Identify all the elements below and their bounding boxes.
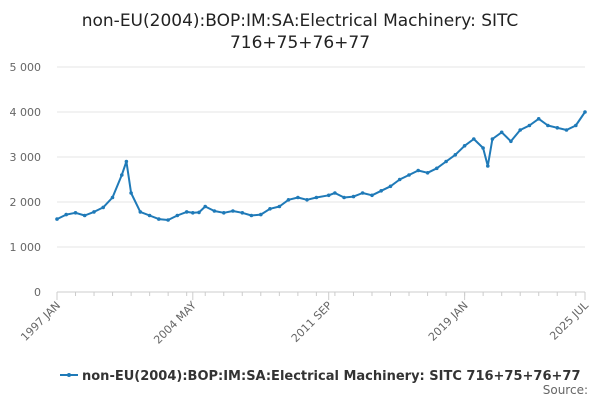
data-point [416, 168, 421, 173]
data-point [305, 198, 309, 202]
data-point [574, 123, 578, 128]
y-tick-label: 1 000 [10, 241, 42, 254]
data-point [101, 205, 105, 210]
x-tick-label: 2025 JUL [547, 298, 591, 342]
data-point [326, 193, 331, 198]
data-point [249, 213, 254, 218]
data-point [527, 123, 532, 128]
data-point [472, 137, 476, 141]
data-point [314, 195, 319, 200]
data-point [546, 123, 550, 128]
series-line [56, 111, 586, 221]
data-point [555, 126, 560, 130]
data-point [212, 209, 217, 213]
data-point [82, 213, 87, 218]
axes: 0 1 000 2 000 3 000 4 000 5 000 1997 JAN 2004 M… [10, 61, 592, 347]
data-point [240, 211, 245, 215]
data-point [481, 146, 485, 150]
data-point [197, 210, 201, 215]
data-point [370, 193, 374, 198]
data-point [564, 128, 569, 132]
data-point [536, 117, 541, 121]
data-point [379, 189, 384, 193]
data-point [462, 144, 467, 148]
data-point [268, 207, 272, 211]
data-point [407, 173, 411, 177]
data-point [490, 137, 495, 141]
data-point [388, 184, 393, 189]
y-tick-label: 4 000 [10, 106, 42, 119]
data-point [277, 204, 282, 209]
data-point [222, 211, 226, 215]
data-point [203, 204, 207, 209]
data-point [486, 164, 490, 168]
data-point [583, 110, 587, 114]
data-point [175, 213, 180, 218]
grid-lines [57, 66, 585, 248]
data-point [444, 159, 448, 164]
data-point [191, 211, 195, 215]
data-point [435, 166, 439, 171]
data-point [333, 191, 337, 195]
legend[interactable]: non-EU(2004):BOP:IM:SA:Electrical Machin… [60, 369, 581, 384]
data-point [92, 210, 96, 214]
data-point [129, 191, 133, 195]
data-point [499, 130, 504, 135]
data-point [397, 177, 402, 182]
y-tick-label: 2 000 [10, 196, 42, 209]
legend-label: non-EU(2004):BOP:IM:SA:Electrical Machin… [82, 369, 581, 384]
data-point [124, 159, 129, 164]
data-point [184, 210, 189, 214]
data-point [296, 195, 300, 200]
data-point [360, 191, 365, 195]
data-point [259, 212, 263, 217]
source-label: Source: [543, 383, 588, 397]
data-point [425, 171, 430, 175]
y-tick-label: 5 000 [10, 61, 42, 74]
data-point [518, 128, 522, 132]
data-point [342, 195, 346, 200]
legend-swatch-marker [67, 373, 71, 377]
x-tick-label: 1997 JAN [18, 299, 63, 344]
data-point [286, 198, 291, 202]
x-tick-label: 2019 JAN [426, 299, 471, 344]
data-point [120, 173, 124, 177]
series-layer [55, 110, 587, 222]
data-point [509, 139, 513, 144]
data-point [64, 212, 68, 217]
y-tick-label: 3 000 [10, 151, 42, 164]
data-point [55, 217, 59, 221]
data-point [231, 209, 235, 213]
x-tick-label: 2004 MAY [151, 299, 199, 347]
data-point [73, 211, 78, 215]
data-point [138, 210, 143, 214]
data-point [147, 213, 152, 218]
data-point [351, 194, 356, 199]
data-point [453, 153, 458, 157]
data-point [110, 195, 115, 200]
chart-title: non-EU(2004):BOP:IM:SA:Electrical Machin… [81, 11, 519, 53]
y-tick-label: 0 [34, 286, 41, 299]
data-point [166, 218, 170, 222]
data-point [157, 217, 161, 221]
x-tick-label: 2011 SEP [289, 299, 335, 345]
